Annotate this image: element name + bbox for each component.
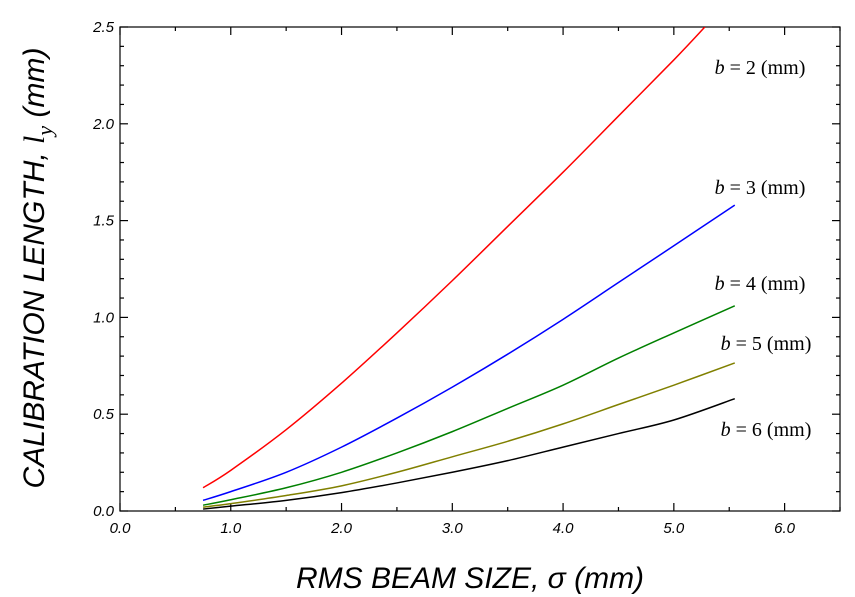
series-line-b4 bbox=[202, 305, 736, 506]
y-axis-title-prefix: CALIBRATION LENGTH, bbox=[18, 144, 51, 489]
series-line-b5 bbox=[202, 362, 736, 508]
x-tick-label: 4.0 bbox=[553, 520, 575, 537]
x-tick-labels: 0.0 1.0 2.0 3.0 4.0 5.0 6.0 bbox=[110, 520, 796, 537]
y-tick-label: 0.0 bbox=[93, 503, 115, 520]
y-axis-title: CALIBRATION LENGTH, ly (mm) bbox=[18, 48, 57, 489]
y-axis-title-subscript: y bbox=[32, 126, 57, 138]
y-tick-label: 1.0 bbox=[93, 309, 115, 326]
y-axis-title-suffix: (mm) bbox=[18, 48, 51, 126]
series-lines bbox=[202, 27, 736, 510]
x-tick-label: 6.0 bbox=[774, 520, 796, 537]
y-tick-label: 1.5 bbox=[93, 213, 115, 230]
axis-ticks bbox=[119, 26, 841, 512]
y-tick-labels: 0.0 0.5 1.0 1.5 2.0 2.5 bbox=[92, 19, 115, 520]
y-tick-label: 2.0 bbox=[92, 116, 115, 133]
x-tick-label: 0.0 bbox=[110, 520, 132, 537]
series-label-b3: b = 3 (mm) bbox=[715, 177, 806, 199]
series-line-b2 bbox=[202, 27, 706, 489]
y-tick-label: 0.5 bbox=[93, 406, 115, 423]
y-tick-label: 2.5 bbox=[92, 19, 115, 36]
y-axis-title-symbol: l bbox=[18, 136, 51, 144]
series-label-b6: b = 6 (mm) bbox=[721, 419, 812, 441]
plot-frame bbox=[119, 26, 841, 512]
x-axis-title: RMS BEAM SIZE, σ (mm) bbox=[296, 562, 644, 595]
x-tick-label: 1.0 bbox=[220, 520, 242, 537]
series-label-b2: b = 2 (mm) bbox=[715, 57, 806, 79]
x-tick-label: 3.0 bbox=[442, 520, 464, 537]
series-label-b4: b = 4 (mm) bbox=[715, 273, 806, 295]
x-tick-label: 2.0 bbox=[330, 520, 353, 537]
series-line-b6 bbox=[202, 398, 736, 510]
series-label-b5: b = 5 (mm) bbox=[721, 333, 812, 355]
x-tick-label: 5.0 bbox=[663, 520, 685, 537]
series-labels: b = 2 (mm) b = 3 (mm) b = 4 (mm) b = 5 (mm)… bbox=[715, 57, 812, 441]
series-line-b3 bbox=[202, 204, 736, 502]
